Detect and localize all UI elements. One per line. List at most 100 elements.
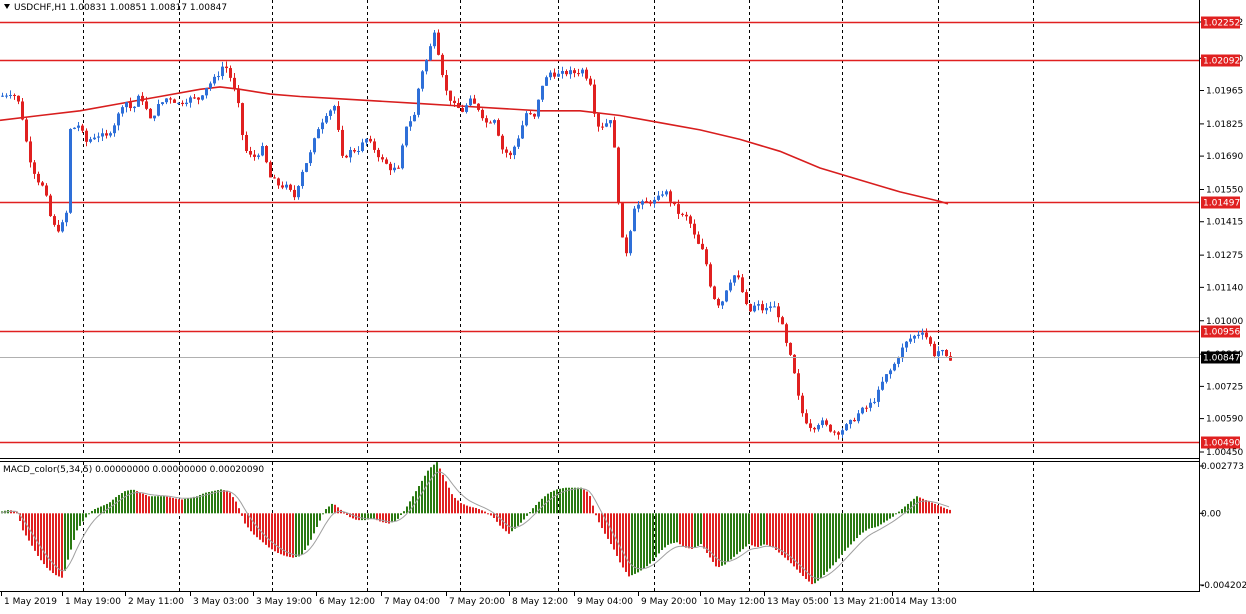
macd-pane[interactable]: MACD_color(5,34,5) 0.00000000 0.00000000… — [0, 462, 1034, 591]
candle — [185, 98, 188, 107]
macd-bar — [754, 513, 756, 547]
candle-body — [777, 306, 780, 318]
macd-bar — [406, 506, 408, 514]
candle-body — [565, 71, 568, 75]
candle-body — [25, 119, 28, 142]
macd-bar — [148, 496, 150, 514]
macd-bar — [436, 462, 438, 514]
macd-bar — [619, 513, 621, 563]
candle-body — [485, 118, 488, 123]
candle — [45, 183, 48, 197]
candle-body — [625, 237, 628, 254]
candle-body — [141, 95, 144, 102]
candle-body — [45, 185, 48, 196]
macd-bar — [214, 490, 216, 514]
macd-bar — [883, 513, 885, 523]
candle — [565, 69, 568, 77]
macd-bar — [919, 497, 921, 514]
candle-body — [841, 430, 844, 435]
candle — [149, 107, 152, 119]
macd-bar — [490, 513, 492, 516]
candle-body — [113, 125, 116, 134]
candle-body — [277, 178, 280, 186]
macd-bar — [94, 509, 96, 514]
macd-bar — [862, 513, 864, 533]
candle-body — [301, 171, 304, 187]
collapse-triangle-icon[interactable] — [4, 4, 10, 9]
candle — [277, 177, 280, 189]
candle-body — [881, 381, 884, 390]
candle-body — [29, 141, 32, 163]
candle-body — [773, 306, 776, 308]
macd-bar — [529, 512, 531, 514]
candle-body — [513, 146, 516, 156]
candle-body — [729, 282, 732, 291]
candle — [721, 300, 724, 310]
candle-body — [265, 146, 268, 163]
candle — [693, 219, 696, 239]
macd-bar — [928, 501, 930, 514]
candle — [17, 95, 20, 105]
candle — [777, 303, 780, 323]
candle — [217, 71, 220, 81]
price-tick-label: 1.00725 — [1206, 382, 1243, 392]
candle-body — [789, 342, 792, 355]
candle — [837, 431, 840, 440]
macd-bar — [238, 508, 240, 514]
macd-bar — [460, 503, 462, 514]
macd-bar — [673, 513, 675, 543]
candle-body — [413, 114, 416, 122]
candle — [125, 101, 128, 113]
candle — [825, 418, 828, 427]
candle — [421, 70, 424, 92]
candle — [345, 154, 348, 159]
candle-body — [649, 201, 652, 204]
candle-body — [877, 389, 880, 402]
candle-body — [493, 120, 496, 123]
level-tag: 1.01497 — [1201, 196, 1240, 209]
level-tag-label: 1.00490 — [1203, 439, 1240, 449]
macd-bar — [766, 513, 768, 545]
candle — [889, 368, 892, 379]
candle — [641, 199, 644, 210]
macd-bar — [310, 513, 312, 540]
macd-histogram — [1, 462, 951, 585]
candle — [589, 75, 592, 86]
candle-body — [945, 349, 948, 357]
candle-body — [781, 317, 784, 325]
candle-body — [933, 343, 936, 357]
time-tick-label: 2 May 11:00 — [128, 597, 184, 607]
candle-body — [913, 335, 916, 339]
time-tick-label: 1 May 19:00 — [65, 597, 121, 607]
candle-body — [941, 349, 944, 352]
candle — [73, 127, 76, 130]
candle-body — [893, 363, 896, 371]
candle-body — [573, 70, 576, 74]
candle — [457, 98, 460, 109]
macd-bar — [130, 489, 132, 514]
candle — [661, 190, 664, 198]
candle — [897, 356, 900, 368]
candle — [505, 146, 508, 158]
candle-body — [677, 204, 680, 214]
macd-bar — [106, 503, 108, 514]
macd-bar — [643, 513, 645, 569]
candle-body — [837, 432, 840, 435]
vertical-grid-main — [83, 0, 1034, 456]
time-axis: 1 May 2019 1 May 19:00 2 May 11:00 3 May 03… — [1, 592, 957, 607]
candle — [341, 125, 344, 158]
price-pane[interactable] — [0, 0, 1200, 456]
macd-bar — [817, 513, 819, 581]
candle — [885, 373, 888, 384]
macd-bar — [730, 513, 732, 560]
level-tag: 1.00490 — [1201, 436, 1240, 449]
candle-body — [765, 307, 768, 311]
macd-bar — [667, 513, 669, 545]
macd-bar — [700, 513, 702, 545]
candle — [401, 143, 404, 170]
candle — [737, 270, 740, 280]
macd-bar — [208, 491, 210, 514]
candle — [309, 149, 312, 166]
